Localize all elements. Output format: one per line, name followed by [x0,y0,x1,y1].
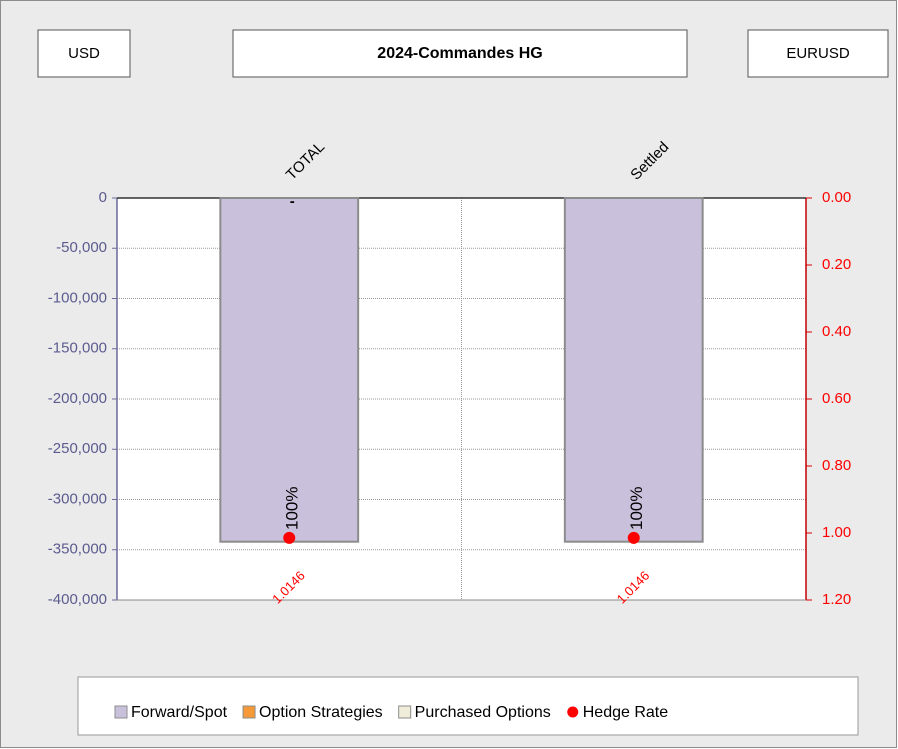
legend-label: Option Strategies [259,704,383,721]
annotation: 100% [627,487,646,530]
y2-tick-label: 1.20 [822,591,851,608]
y2-tick-label: 0.20 [822,256,851,273]
y-tick-label: -50,000 [56,239,107,256]
y-tick-label: -200,000 [48,390,107,407]
legend-marker [114,705,128,719]
data-label: - [290,193,295,210]
y-tick-label: -100,000 [48,289,107,306]
header-box [37,29,131,78]
header-right: EURUSD [786,45,850,62]
y2-tick-label: 0.60 [822,390,851,407]
legend-label: Forward/Spot [131,704,228,721]
legend-marker [242,705,256,719]
bar [219,197,360,543]
header-box [747,29,889,78]
y-tick-label: 0 [99,189,107,206]
y-tick-label: -400,000 [48,591,107,608]
header-left: USD [68,45,100,62]
y2-tick-label: 0.00 [822,189,851,206]
hedge-rate-point [627,531,640,544]
chart-title: 2024-Commandes HG [377,45,542,62]
y-tick-label: -300,000 [48,490,107,507]
legend-marker [398,705,412,719]
y-tick-label: -250,000 [48,440,107,457]
bar [563,197,704,543]
legend-label: Purchased Options [415,704,551,721]
annotation: 100% [283,487,302,530]
legend-label: Hedge Rate [583,704,668,721]
y-tick-label: -350,000 [48,541,107,558]
y-tick-label: -150,000 [48,340,107,357]
y2-tick-label: 0.80 [822,457,851,474]
y2-tick-label: 0.40 [822,323,851,340]
legend-marker [567,706,579,718]
title-box [232,29,688,78]
hedge-rate-point [283,531,296,544]
legend-box [77,676,859,736]
y2-tick-label: 1.00 [822,524,851,541]
